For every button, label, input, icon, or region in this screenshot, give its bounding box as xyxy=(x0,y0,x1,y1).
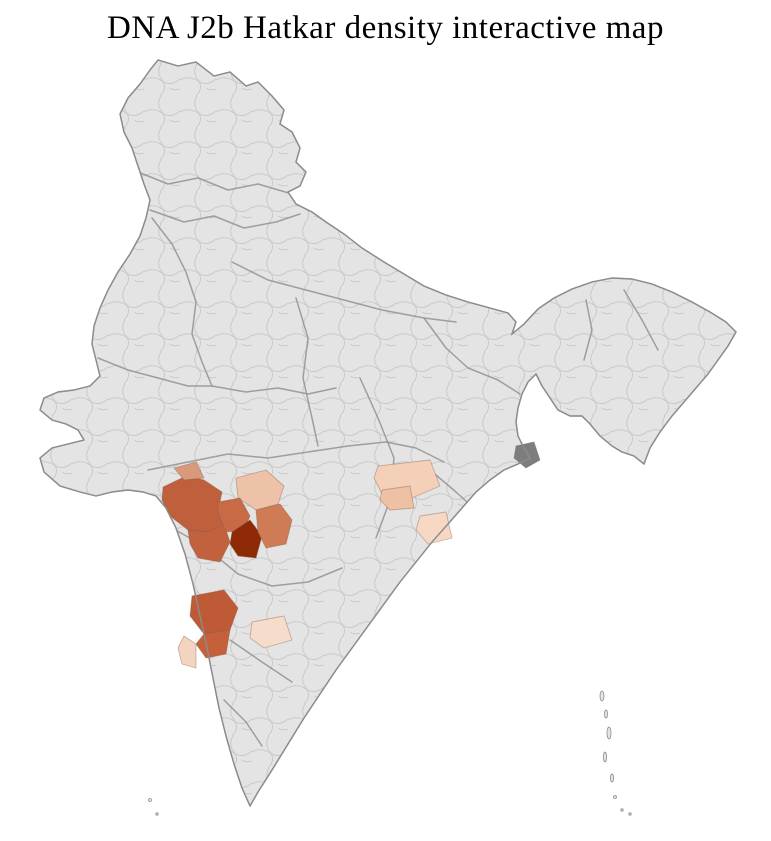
district-west-darkest[interactable] xyxy=(229,519,263,559)
district-south-high-2[interactable] xyxy=(195,629,231,659)
district-south-peach-right[interactable] xyxy=(249,615,293,649)
island-chain xyxy=(148,690,632,816)
district-south-peach-left[interactable] xyxy=(177,635,197,669)
district-east-peach-lower[interactable] xyxy=(415,511,453,545)
india-landmass[interactable] xyxy=(39,59,737,808)
district-east-peach-small[interactable] xyxy=(379,485,415,511)
district-west-light-top[interactable] xyxy=(173,461,205,481)
district-west-mid-right[interactable] xyxy=(255,503,293,549)
page-title: DNA J2b Hatkar density interactive map xyxy=(107,10,664,46)
district-west-high-2[interactable] xyxy=(187,523,231,563)
india-outline xyxy=(39,59,737,807)
district-east-gray[interactable] xyxy=(513,441,541,469)
density-regions xyxy=(161,441,541,669)
district-west-peach[interactable] xyxy=(235,469,285,511)
